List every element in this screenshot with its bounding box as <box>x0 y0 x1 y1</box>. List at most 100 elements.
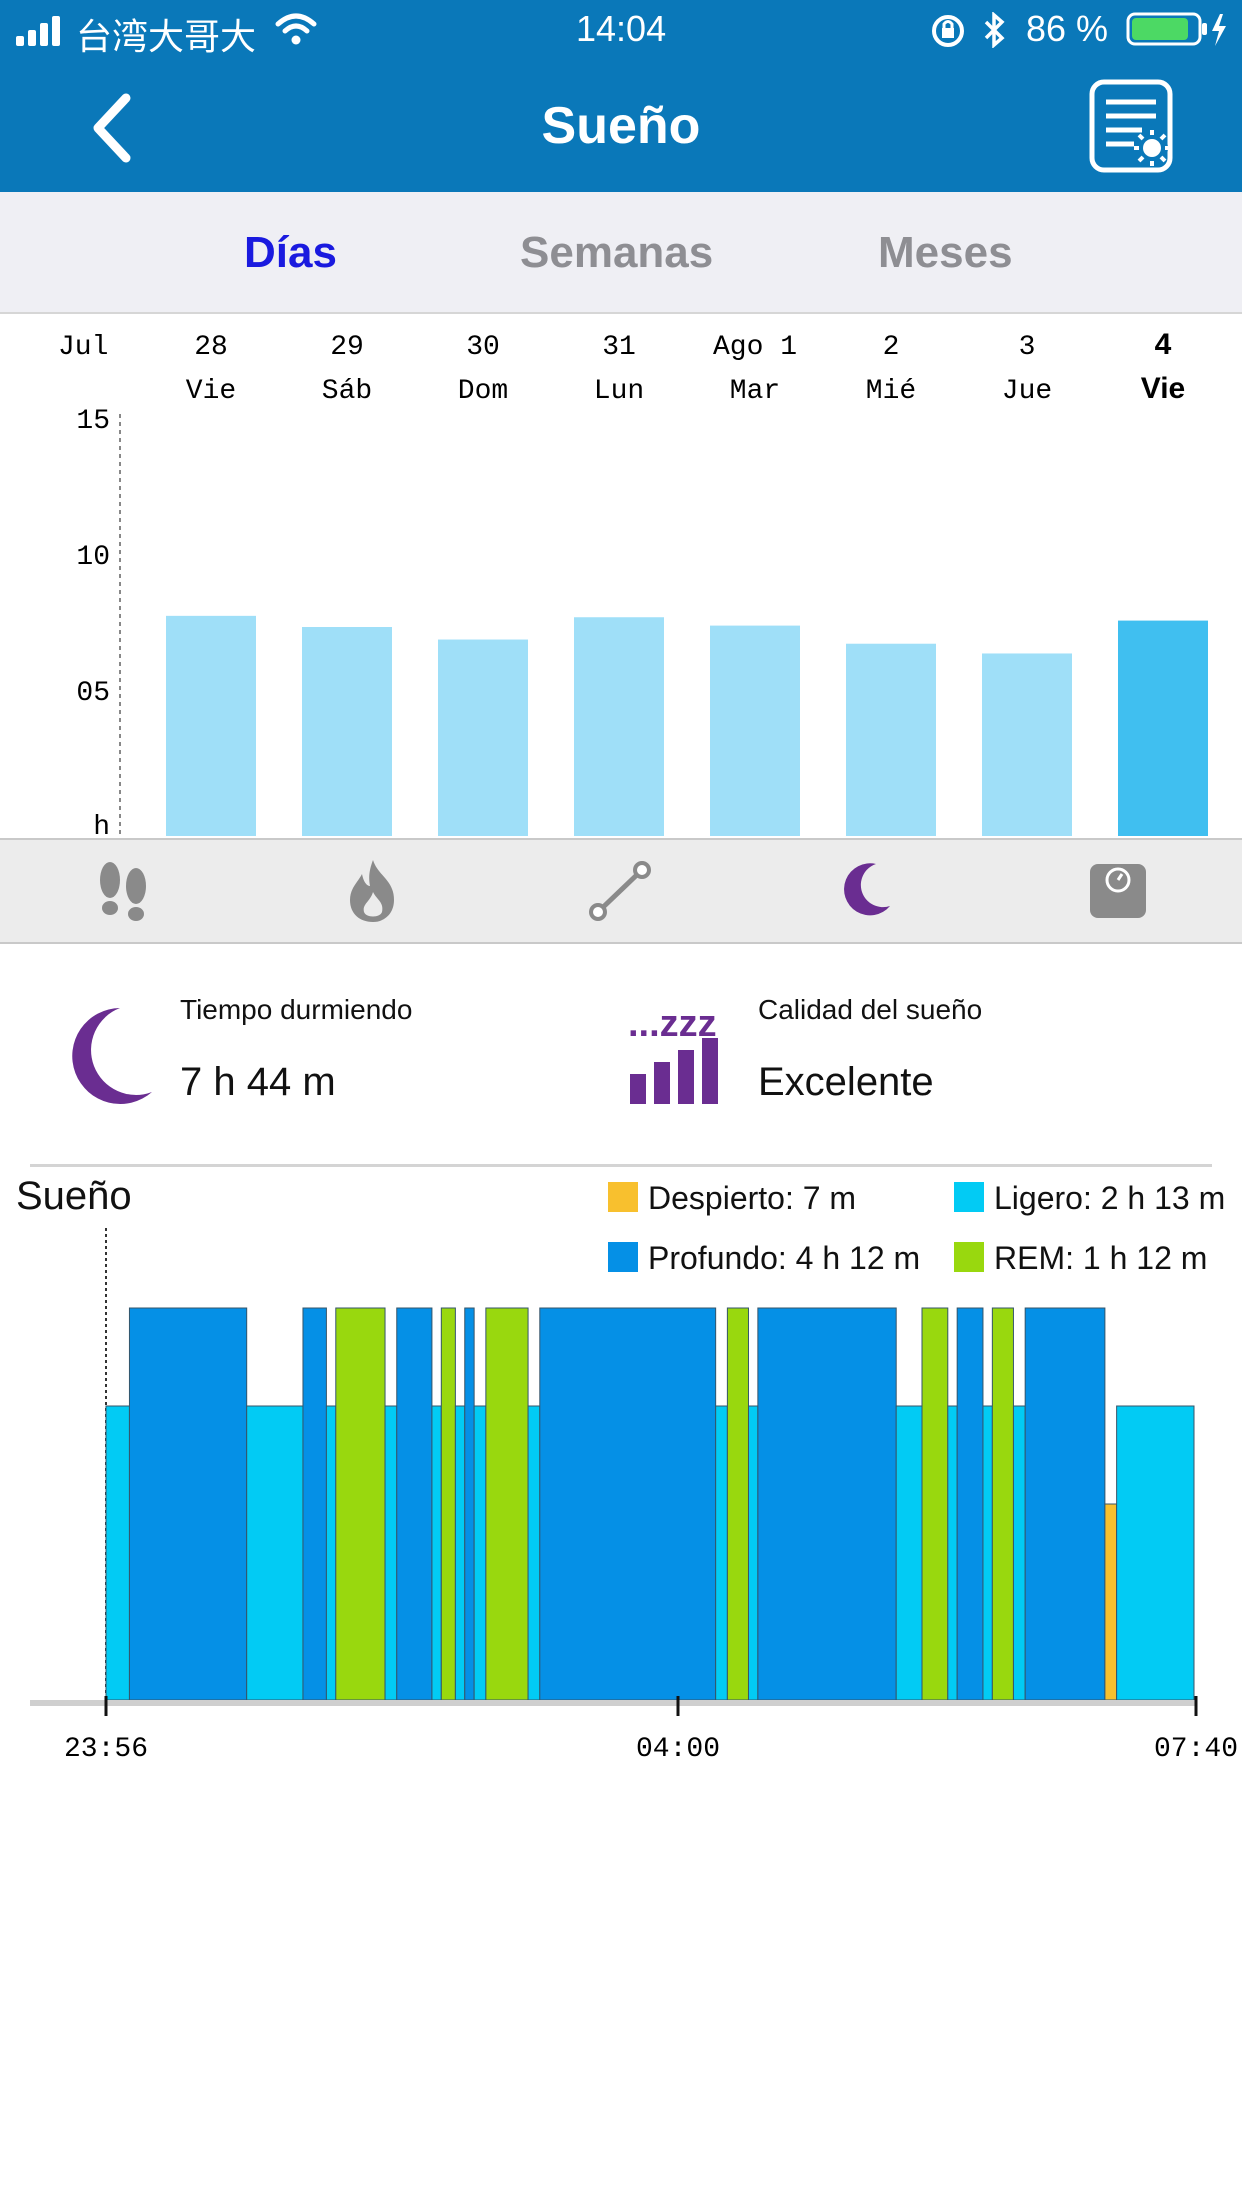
sleep-time-value: 7 h 44 m <box>180 1060 336 1104</box>
sleep-segment-rem <box>440 1307 456 1701</box>
footprints-icon[interactable] <box>96 860 152 922</box>
wifi-icon <box>275 13 317 45</box>
sleep-quality-label: Calidad del sueño <box>758 994 983 1025</box>
legend-light-swatch <box>954 1182 984 1212</box>
app-header: 台湾大哥大 14:04 86 % Sueño <box>0 0 1242 192</box>
sleep-segment-light <box>715 1405 728 1701</box>
moon-icon[interactable] <box>842 860 894 920</box>
period-tabs: Días Semanas Meses <box>0 192 1242 314</box>
weekday-label[interactable]: Dom <box>458 376 508 407</box>
sleep-segment-deep <box>956 1307 984 1701</box>
carrier-name: 台湾大哥大 <box>76 16 257 57</box>
sleep-segment-rem <box>335 1307 386 1701</box>
sleep-quality-icon: ...zzz <box>628 1003 718 1104</box>
y-tick-label: 15 <box>76 406 110 437</box>
sleep-segment-rem <box>991 1307 1014 1701</box>
sleep-segment-light <box>246 1405 304 1701</box>
legend-rem-swatch <box>954 1242 984 1272</box>
sleep-segment-light <box>982 1405 993 1701</box>
section-divider <box>30 1164 1212 1167</box>
status-bar: 台湾大哥大 14:04 86 % <box>0 0 1242 62</box>
sleep-segment-light <box>527 1405 541 1701</box>
day-bar[interactable] <box>846 643 936 836</box>
sleep-chart-title: Sueño <box>16 1174 132 1218</box>
sleep-segment-light <box>325 1405 337 1701</box>
weekday-label[interactable]: Vie <box>1141 372 1186 405</box>
day-bar[interactable] <box>1118 620 1208 836</box>
battery-icon <box>1126 12 1226 46</box>
y-tick-label: 05 <box>76 678 110 709</box>
sleep-segment-light <box>895 1405 923 1701</box>
tab-weeks[interactable]: Semanas <box>520 228 714 277</box>
day-bar[interactable] <box>438 639 528 836</box>
sleep-segment-deep <box>1024 1307 1106 1701</box>
sleep-segment-light <box>105 1405 130 1701</box>
weekday-label[interactable]: Lun <box>594 376 644 407</box>
day-bar[interactable] <box>574 617 664 836</box>
legend-rem-label: REM: 1 h 12 m <box>994 1240 1208 1276</box>
day-number-label[interactable]: 31 <box>602 332 636 363</box>
legend-awake-swatch <box>608 1182 638 1212</box>
month-label: Jul <box>58 332 108 363</box>
legend-awake-label: Despierto: 7 m <box>648 1180 857 1216</box>
sleep-segment-light <box>454 1405 466 1701</box>
weekday-label[interactable]: Sáb <box>322 376 372 407</box>
sleep-segment-light <box>431 1405 442 1701</box>
status-time: 14:04 <box>576 8 667 49</box>
sleep-segment-light <box>1116 1405 1195 1701</box>
sleep-segment-light <box>473 1405 487 1701</box>
page-title: Sueño <box>541 97 701 155</box>
sleep-time-label: Tiempo durmiendo <box>180 994 413 1025</box>
day-bar[interactable] <box>166 615 256 836</box>
sleep-quality-value: Excelente <box>758 1060 934 1104</box>
weekday-label[interactable]: Mié <box>866 376 916 407</box>
x-tick-label: 07:40 <box>1154 1734 1238 1760</box>
weekday-label[interactable]: Vie <box>186 376 236 407</box>
sleep-segment-light <box>1012 1405 1026 1701</box>
day-number-label[interactable]: 2 <box>883 332 900 363</box>
weekday-label[interactable]: Jue <box>1002 376 1052 407</box>
weekly-sleep-chart: Jul 15 10 05 h 28 Vie 29 Sáb 30 Dom 31 Lun Ago 1 Mar 2 M… <box>58 328 1208 838</box>
x-tick-label: 04:00 <box>636 1734 720 1760</box>
y-tick-label: 10 <box>76 542 110 573</box>
sleep-segment-deep <box>757 1307 897 1701</box>
category-bar <box>0 838 1242 944</box>
orientation-lock-icon <box>932 15 964 47</box>
report-settings-icon[interactable] <box>1088 78 1180 174</box>
legend-deep-swatch <box>608 1242 638 1272</box>
day-number-label[interactable]: 29 <box>330 332 364 363</box>
sleep-segment-light <box>747 1405 759 1701</box>
weekday-label[interactable]: Mar <box>730 376 780 407</box>
day-number-label[interactable]: 28 <box>194 332 228 363</box>
day-bar[interactable] <box>302 627 392 836</box>
day-number-label[interactable]: 3 <box>1019 332 1036 363</box>
sleep-segment-rem <box>485 1307 529 1701</box>
scale-icon[interactable] <box>1088 862 1148 920</box>
signal-icon <box>16 16 60 46</box>
day-number-label[interactable]: Ago 1 <box>713 332 797 363</box>
sleep-segment-awake <box>1104 1503 1118 1701</box>
battery-percent: 86 % <box>1026 8 1109 49</box>
distance-icon[interactable] <box>588 860 652 922</box>
back-button[interactable] <box>88 92 134 164</box>
sleep-segment-rem <box>726 1307 749 1701</box>
sleep-time-moon-icon <box>72 1008 152 1104</box>
day-bar[interactable] <box>710 625 800 836</box>
svg-text:...zzz: ...zzz <box>628 1003 717 1045</box>
sleep-stages-chart: 23:56 04:00 07:40 <box>30 1228 1238 1760</box>
sleep-segment-rem <box>921 1307 949 1701</box>
sleep-segment-light <box>947 1405 958 1701</box>
sleep-segment-deep <box>128 1307 248 1701</box>
sleep-segment-light <box>384 1405 398 1701</box>
tab-months[interactable]: Meses <box>878 228 1013 277</box>
day-number-label[interactable]: 4 <box>1155 328 1172 361</box>
legend-deep-label: Profundo: 4 h 12 m <box>648 1240 921 1276</box>
flame-icon[interactable] <box>344 856 402 924</box>
sleep-segment-deep <box>302 1307 327 1701</box>
y-tick-label: h <box>93 812 110 838</box>
day-number-label[interactable]: 30 <box>466 332 500 363</box>
legend-light-label: Ligero: 2 h 13 m <box>994 1180 1226 1216</box>
x-tick-label: 23:56 <box>64 1734 148 1760</box>
day-bar[interactable] <box>982 653 1072 836</box>
tab-days[interactable]: Días <box>244 228 337 277</box>
